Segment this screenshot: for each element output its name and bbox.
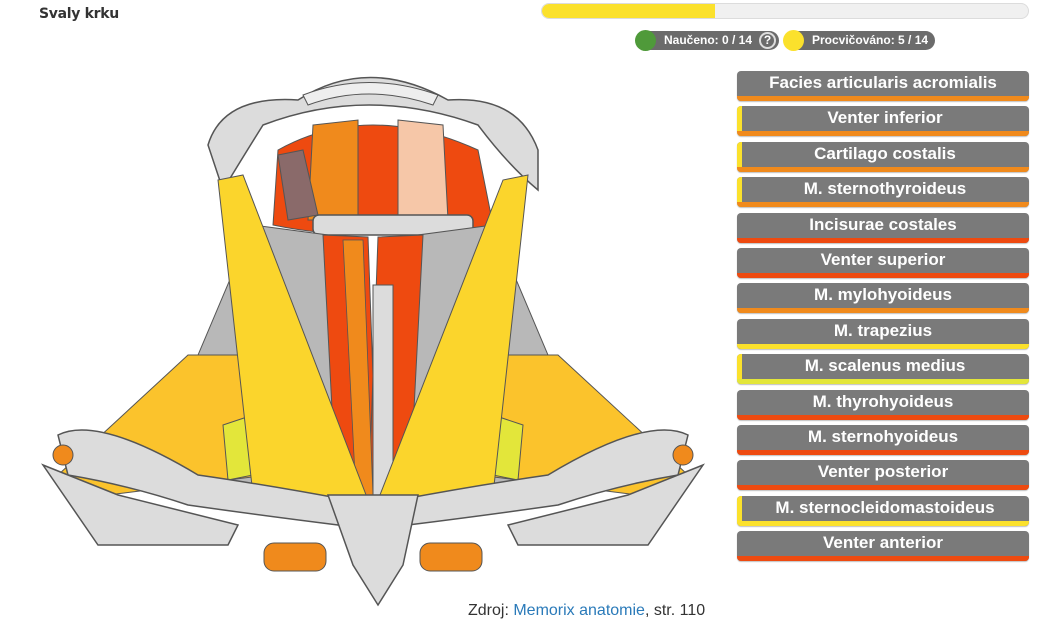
option-button[interactable]: Incisurae costales bbox=[737, 212, 1029, 243]
learned-dot-icon bbox=[635, 30, 656, 51]
source-citation: Zdroj: Memorix anatomie, str. 110 bbox=[468, 602, 705, 620]
option-button[interactable]: M. scalenus medius bbox=[737, 354, 1029, 385]
option-button[interactable]: Venter posterior bbox=[737, 460, 1029, 491]
progress-fill bbox=[542, 4, 716, 18]
option-practiced-marker bbox=[737, 177, 742, 208]
option-button[interactable]: M. sternocleidomastoideus bbox=[737, 495, 1029, 526]
mandible-teeth bbox=[302, 82, 439, 106]
mandible[interactable] bbox=[207, 76, 539, 192]
answer-options-list: Facies articularis acromialis Venter infe… bbox=[737, 71, 1029, 566]
option-color-bar bbox=[737, 449, 1029, 455]
scapula-left[interactable] bbox=[40, 463, 240, 546]
costal-cartilage-right[interactable] bbox=[419, 542, 483, 572]
learned-text: Naučeno: 0 / 14 bbox=[664, 33, 753, 47]
option-label: M. mylohyoideus bbox=[814, 285, 952, 305]
option-practiced-marker bbox=[737, 106, 742, 137]
muscle-venter-anterior-right[interactable] bbox=[397, 119, 449, 221]
option-color-bar bbox=[737, 343, 1029, 349]
acromion-left[interactable] bbox=[52, 444, 74, 466]
option-label: M. scalenus medius bbox=[804, 356, 966, 376]
option-button[interactable]: Facies articularis acromialis bbox=[737, 71, 1029, 101]
option-color-bar bbox=[737, 202, 1029, 208]
option-label: Facies articularis acromialis bbox=[769, 73, 997, 92]
option-label: M. sternothyroideus bbox=[803, 179, 967, 199]
neck-muscles-illustration[interactable] bbox=[38, 55, 708, 607]
option-label: M. sternohyoideus bbox=[807, 426, 959, 446]
option-label: M. sternocleidomastoideus bbox=[775, 497, 995, 517]
option-button[interactable]: M. sternohyoideus bbox=[737, 424, 1029, 455]
option-color-bar bbox=[737, 520, 1029, 526]
option-label: Venter inferior bbox=[827, 108, 943, 128]
practiced-dot-icon bbox=[783, 30, 804, 51]
option-label: Incisurae costales bbox=[809, 214, 957, 234]
option-practiced-marker bbox=[737, 141, 742, 172]
option-color-bar bbox=[737, 272, 1029, 278]
option-color-bar bbox=[737, 237, 1029, 243]
progress-bar bbox=[541, 3, 1029, 19]
practiced-text: Procvičováno: 5 / 14 bbox=[812, 33, 929, 47]
option-color-bar bbox=[737, 485, 1029, 491]
option-color-bar bbox=[737, 556, 1029, 562]
option-color-bar bbox=[737, 308, 1029, 314]
option-label: Venter posterior bbox=[817, 462, 949, 482]
sternum[interactable] bbox=[326, 494, 419, 607]
option-label: Cartilago costalis bbox=[814, 143, 956, 163]
option-label: M. trapezius bbox=[833, 320, 933, 340]
option-button[interactable]: Venter superior bbox=[737, 247, 1029, 278]
scapula-right[interactable] bbox=[506, 463, 706, 546]
option-practiced-marker bbox=[737, 495, 742, 526]
option-label: Venter superior bbox=[820, 249, 946, 269]
option-color-bar bbox=[737, 131, 1029, 137]
option-label: Venter anterior bbox=[823, 533, 943, 553]
source-link[interactable]: Memorix anatomie bbox=[513, 602, 645, 619]
option-color-bar bbox=[737, 96, 1029, 101]
source-suffix: , str. 110 bbox=[644, 602, 706, 619]
option-button[interactable]: Venter inferior bbox=[737, 106, 1029, 137]
hyoid-bone[interactable] bbox=[312, 214, 474, 236]
option-label: M. thyrohyoideus bbox=[812, 391, 954, 411]
option-button[interactable]: M. trapezius bbox=[737, 318, 1029, 349]
source-prefix: Zdroj: bbox=[468, 602, 514, 619]
learned-counter: Naučeno: 0 / 14 bbox=[635, 30, 779, 51]
costal-cartilage-left[interactable] bbox=[263, 542, 327, 572]
option-color-bar bbox=[737, 379, 1029, 385]
option-button[interactable]: M. mylohyoideus bbox=[737, 283, 1029, 314]
option-button[interactable]: M. sternothyroideus bbox=[737, 177, 1029, 208]
practiced-counter: Procvičováno: 5 / 14 bbox=[783, 30, 935, 51]
page-title: Svaly krku bbox=[39, 6, 119, 22]
acromion-right[interactable] bbox=[672, 444, 694, 466]
option-practiced-marker bbox=[737, 354, 742, 385]
option-button[interactable]: Venter anterior bbox=[737, 531, 1029, 562]
option-color-bar bbox=[737, 166, 1029, 172]
option-button[interactable]: Cartilago costalis bbox=[737, 141, 1029, 172]
help-icon[interactable]: ? bbox=[759, 32, 776, 49]
option-button[interactable]: M. thyrohyoideus bbox=[737, 389, 1029, 420]
option-color-bar bbox=[737, 414, 1029, 420]
